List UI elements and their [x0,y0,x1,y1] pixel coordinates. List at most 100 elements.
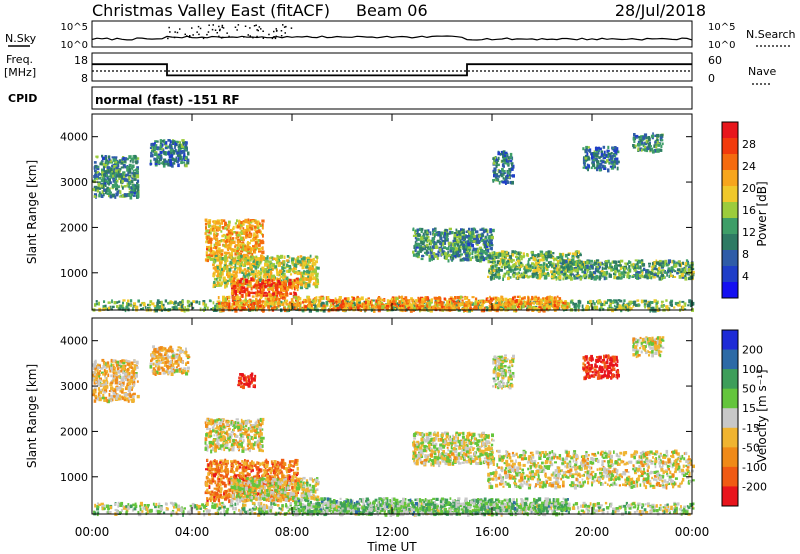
power-cell [252,237,256,242]
power-cell [96,189,100,193]
power-cell [380,298,382,302]
power-cell [499,268,503,272]
power-cell [297,295,300,298]
power-cell [116,305,119,309]
power-cell [423,305,426,310]
power-cell [231,237,235,240]
power-cell [490,242,493,246]
power-cell [585,304,589,309]
power-cell [440,307,445,311]
power-cell [279,255,282,259]
power-cell [108,175,112,178]
nsky-tick-top: 10^5 [61,22,88,33]
power-cell [236,271,239,274]
nave-tick-bottom: 0 [708,72,715,85]
power-cell [168,301,172,305]
power-cell [468,246,472,249]
power-cell [150,145,154,148]
power-cell [232,270,236,274]
power-cell [316,256,319,259]
power-cell [182,149,186,154]
power-cell [289,304,293,309]
nsky-point [211,28,214,31]
power-cell [558,256,560,259]
power-cell [374,305,378,309]
power-cell [212,301,215,305]
power-cell [153,157,156,161]
power-cell [496,304,499,307]
power-cell [396,306,399,310]
nsky-point [208,24,210,26]
power-cell [116,190,119,195]
power-cell [480,253,484,257]
power-cell [238,259,242,263]
power-cell [179,152,183,155]
power-cell [291,285,294,290]
power-cell [268,269,270,273]
power-cell [209,257,213,261]
power-cell [246,285,250,288]
power-cell [218,272,222,276]
power-cell [240,254,243,258]
power-cell [412,250,415,254]
power-cell [632,305,635,308]
nsky-point [273,36,275,38]
power-cell [93,179,96,184]
power-cell [117,164,120,168]
power-cell [371,300,373,305]
power-cell [421,303,424,306]
power-cell [335,298,338,303]
power-cell [291,268,295,271]
power-cell [318,303,322,307]
power-cell [480,256,484,260]
power-cell [441,239,444,243]
power-cell [505,255,507,258]
power-cell [311,269,316,274]
power-cell [224,259,226,263]
power-cell [239,264,243,267]
power-cell [420,247,424,252]
power-cell [321,308,325,311]
power-cell [344,303,347,308]
power-cell [242,220,245,223]
power-cell [571,255,575,258]
power-cell [290,298,294,302]
power-cell [356,306,360,310]
power-cell [280,288,284,292]
power-cell [113,301,117,305]
power-cell [491,257,494,260]
power-cell [505,251,508,254]
power-cell [490,246,493,251]
power-cell [270,276,272,281]
power-cell [301,275,305,280]
power-cell [137,299,140,303]
power-cell [505,301,509,304]
power-cell [331,299,335,303]
power-cell [226,256,230,259]
power-cell [381,298,385,302]
power-cell [164,146,168,150]
power-cell [397,303,402,306]
power-cell [225,239,229,242]
power-cell [102,305,105,309]
power-cell [276,254,279,259]
power-cell [411,298,415,302]
power-cell [531,295,534,299]
power-cell [240,221,243,225]
power-cell [257,243,261,247]
power-cell [491,273,494,277]
power-cell [291,305,295,309]
power-cell [245,245,248,250]
power-cell [356,295,359,300]
power-cell [489,295,491,298]
power-cell [131,180,134,184]
power-cell [93,166,96,170]
power-cell [537,296,540,299]
power-cell [619,299,623,303]
power-cell [564,253,568,258]
power-cell [247,259,250,264]
power-cell [480,237,483,241]
power-cell [677,303,681,307]
power-cell [390,303,392,307]
power-cell [245,262,248,265]
